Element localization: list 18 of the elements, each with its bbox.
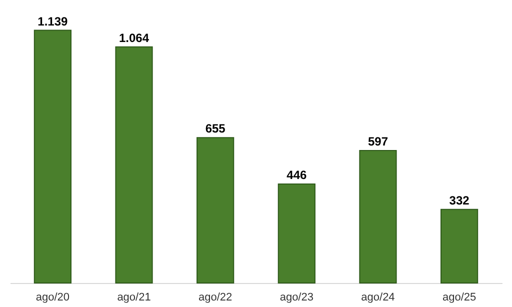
data-label: 446 <box>286 168 307 182</box>
bar <box>278 184 316 284</box>
bar <box>359 150 397 284</box>
bar <box>34 30 72 284</box>
data-label: 1.139 <box>38 14 68 28</box>
bar <box>115 46 153 284</box>
data-label: 1.064 <box>119 30 150 45</box>
bar <box>196 137 234 284</box>
data-label: 655 <box>205 122 226 136</box>
x-tick-label: ago/23 <box>280 292 314 304</box>
data-label: 597 <box>368 134 388 149</box>
x-tick-label: ago/25 <box>442 292 476 304</box>
x-tick-label: ago/22 <box>198 292 232 304</box>
bar <box>440 208 478 284</box>
x-tick-label: ago/20 <box>36 292 70 304</box>
x-tick-label: ago/24 <box>361 292 395 304</box>
x-tick-label: ago/21 <box>117 292 151 304</box>
data-label: 332 <box>449 193 470 208</box>
